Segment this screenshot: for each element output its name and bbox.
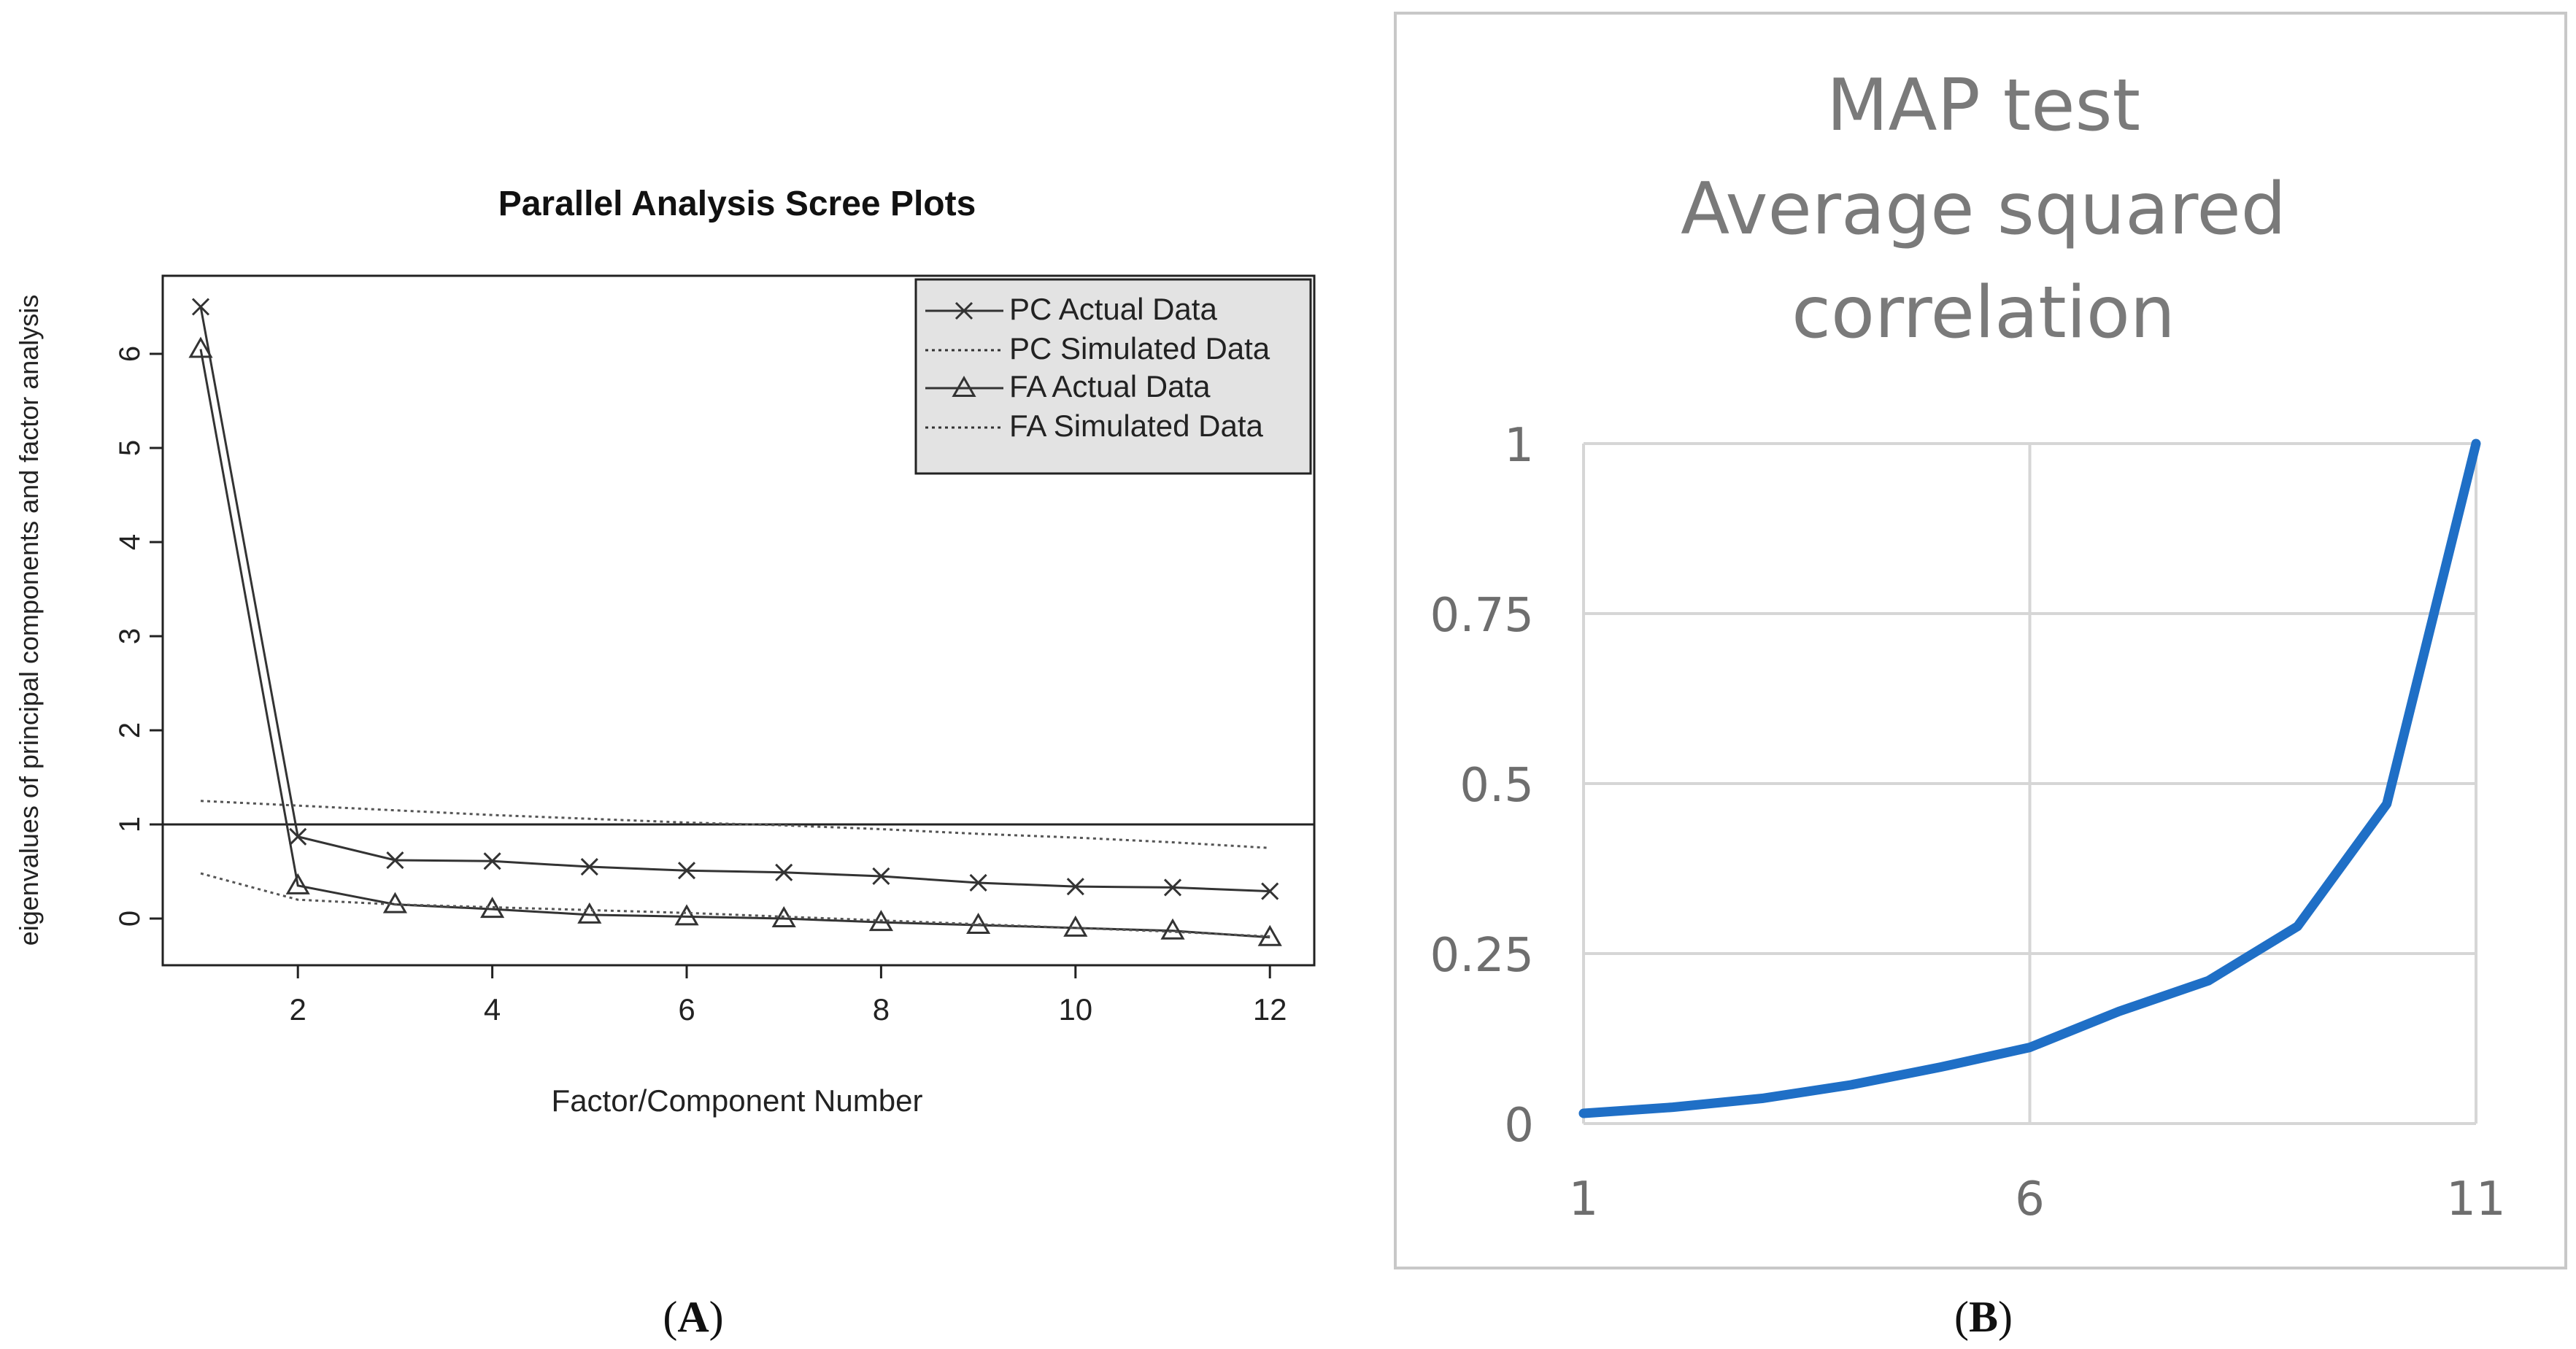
x-tick-label-b: 6 (2015, 1172, 2045, 1226)
data-point-a (580, 857, 598, 876)
x-tick-label-a: 12 (1253, 992, 1287, 1027)
data-point-b (1939, 1065, 1943, 1069)
data-point-b (1849, 1083, 1853, 1086)
y-axis-a: 0 1 2 3 4 5 6 (114, 346, 163, 927)
series-line-a (200, 872, 1270, 938)
x-axis-a: 2 4 6 8 10 12 (290, 965, 1287, 1027)
data-point-b (2207, 979, 2210, 983)
data-point-a (775, 863, 793, 881)
data-point-b (1671, 1105, 1675, 1109)
plot-frame-a (161, 274, 1316, 967)
chart-b-subtitle-line-1: Average squared (1681, 168, 2286, 251)
data-point-a (191, 298, 210, 316)
data-point-a (677, 862, 696, 880)
x-tick-label-a: 4 (484, 992, 501, 1027)
gridlines-b (1582, 442, 2477, 1125)
y-tick-label-b: 1 (1504, 419, 1534, 473)
x-tick-label-a: 6 (678, 992, 695, 1027)
data-point-b (2117, 1010, 2121, 1013)
x-tick-label-a: 8 (873, 992, 890, 1027)
y-tick-label-a: 2 (114, 722, 146, 738)
y-tick-label-b: 0.75 (1430, 589, 1535, 643)
y-axis-label-a: eigenvalues of principal components and … (14, 295, 44, 946)
y-tick-label-a: 6 (114, 346, 146, 362)
data-point-b (2296, 924, 2299, 928)
legend-label: FA Actual Data (1009, 369, 1211, 403)
legend-label: PC Simulated Data (1009, 331, 1270, 366)
legend-marker (952, 375, 976, 397)
chart-a-title: Parallel Analysis Scree Plots (498, 185, 976, 223)
data-point-a (1066, 878, 1084, 896)
series-line-a (200, 800, 1270, 849)
series-a-1 (200, 800, 1270, 849)
series-line-a (199, 306, 1270, 893)
panel-label-a: (A) (663, 1293, 723, 1341)
y-tick-label-b: 0.25 (1430, 929, 1535, 983)
data-point-a (285, 873, 310, 894)
data-point-a (289, 827, 307, 846)
y-tick-label-a: 4 (114, 534, 146, 550)
data-point-b (2475, 442, 2477, 445)
plot-area-b (1578, 438, 2481, 1118)
data-point-b (1582, 1112, 1585, 1116)
data-point-a (1163, 878, 1182, 897)
data-point-a (1257, 924, 1282, 946)
x-tick-label-a: 10 (1058, 992, 1092, 1027)
data-point-a (674, 904, 699, 926)
y-axis-b: 0 0.25 0.5 0.75 1 (1430, 419, 1535, 1153)
data-point-a (386, 851, 404, 870)
data-point-a (872, 867, 890, 886)
x-tick-label-b: 1 (1569, 1172, 1599, 1226)
series-a-0 (191, 298, 1279, 900)
legend-marker (955, 301, 973, 320)
x-axis-label-a: Factor/Component Number (552, 1083, 923, 1118)
data-point-a (1261, 882, 1279, 900)
map-test-panel: MAP test Average squared correlation 0 0.… (1394, 12, 2567, 1269)
data-point-a (969, 873, 987, 892)
x-axis-b: 1 6 11 (1569, 1172, 2506, 1226)
data-point-b (2385, 802, 2388, 805)
legend-label: PC Actual Data (1009, 292, 1217, 326)
y-tick-label-a: 5 (114, 440, 146, 456)
y-tick-label-a: 1 (114, 816, 146, 832)
data-point-a (1160, 918, 1185, 940)
chart-b-subtitle-line-2: correlation (1792, 271, 2175, 355)
y-tick-label-b: 0.5 (1459, 759, 1534, 813)
data-point-b (1760, 1097, 1764, 1100)
y-tick-label-a: 0 (114, 911, 146, 927)
x-tick-label-b: 11 (2446, 1172, 2505, 1226)
chart-b-title: MAP test (1827, 64, 2140, 147)
plot-area-a (163, 298, 1314, 946)
legend-label: FA Simulated Data (1009, 409, 1263, 443)
panel-label-b: (B) (1954, 1293, 2013, 1341)
data-point-a (188, 336, 213, 358)
data-point-a (577, 902, 602, 924)
x-tick-label-a: 2 (290, 992, 306, 1027)
data-point-a (483, 852, 501, 870)
series-a-3 (200, 872, 1270, 938)
y-tick-label-b: 0 (1504, 1099, 1534, 1153)
y-tick-label-a: 3 (114, 628, 146, 644)
data-point-b (2028, 1045, 2032, 1049)
